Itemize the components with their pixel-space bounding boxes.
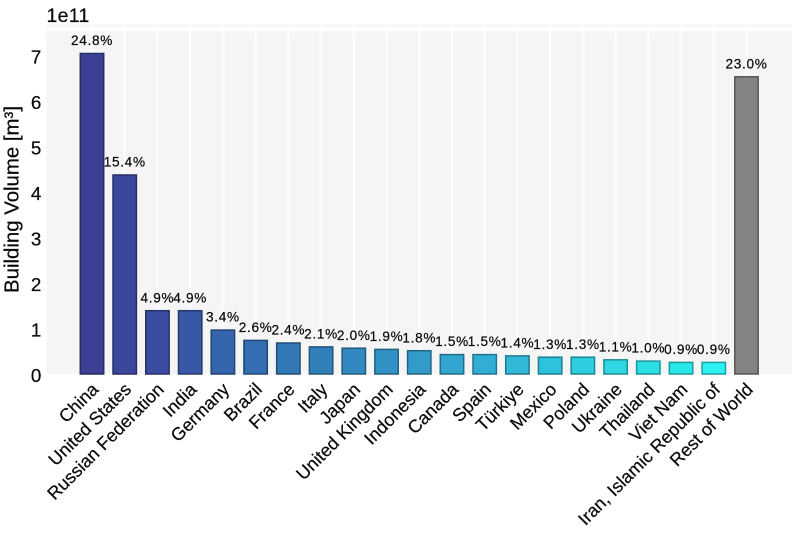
svg-text:24.8%: 24.8% <box>71 33 113 48</box>
svg-text:3.4%: 3.4% <box>206 310 240 325</box>
svg-text:2.6%: 2.6% <box>239 320 273 335</box>
svg-text:1.8%: 1.8% <box>402 330 436 345</box>
svg-text:1.3%: 1.3% <box>566 337 600 352</box>
svg-text:Building Volume [m³]: Building Volume [m³] <box>1 106 23 293</box>
svg-text:3: 3 <box>31 228 41 249</box>
svg-text:1.9%: 1.9% <box>370 329 404 344</box>
svg-text:7: 7 <box>31 46 41 67</box>
svg-text:1: 1 <box>31 319 41 340</box>
svg-text:4.9%: 4.9% <box>173 290 207 305</box>
svg-text:0: 0 <box>31 365 41 386</box>
svg-text:2.1%: 2.1% <box>304 327 338 342</box>
svg-text:1.4%: 1.4% <box>501 336 535 351</box>
svg-text:1.5%: 1.5% <box>468 334 502 349</box>
svg-text:5: 5 <box>31 137 41 158</box>
svg-text:1.3%: 1.3% <box>533 337 567 352</box>
svg-text:4.9%: 4.9% <box>141 290 175 305</box>
svg-text:1e11: 1e11 <box>47 5 90 27</box>
svg-text:2: 2 <box>31 274 41 295</box>
svg-text:0.9%: 0.9% <box>664 342 698 357</box>
svg-text:4: 4 <box>31 183 41 204</box>
svg-text:1.5%: 1.5% <box>435 334 469 349</box>
svg-text:15.4%: 15.4% <box>104 155 146 170</box>
svg-text:0.9%: 0.9% <box>697 342 731 357</box>
svg-text:1.1%: 1.1% <box>599 339 633 354</box>
svg-text:2.0%: 2.0% <box>337 328 371 343</box>
svg-text:6: 6 <box>31 92 41 113</box>
svg-text:1.0%: 1.0% <box>631 341 665 356</box>
svg-text:2.4%: 2.4% <box>271 323 305 338</box>
svg-text:23.0%: 23.0% <box>725 56 767 71</box>
